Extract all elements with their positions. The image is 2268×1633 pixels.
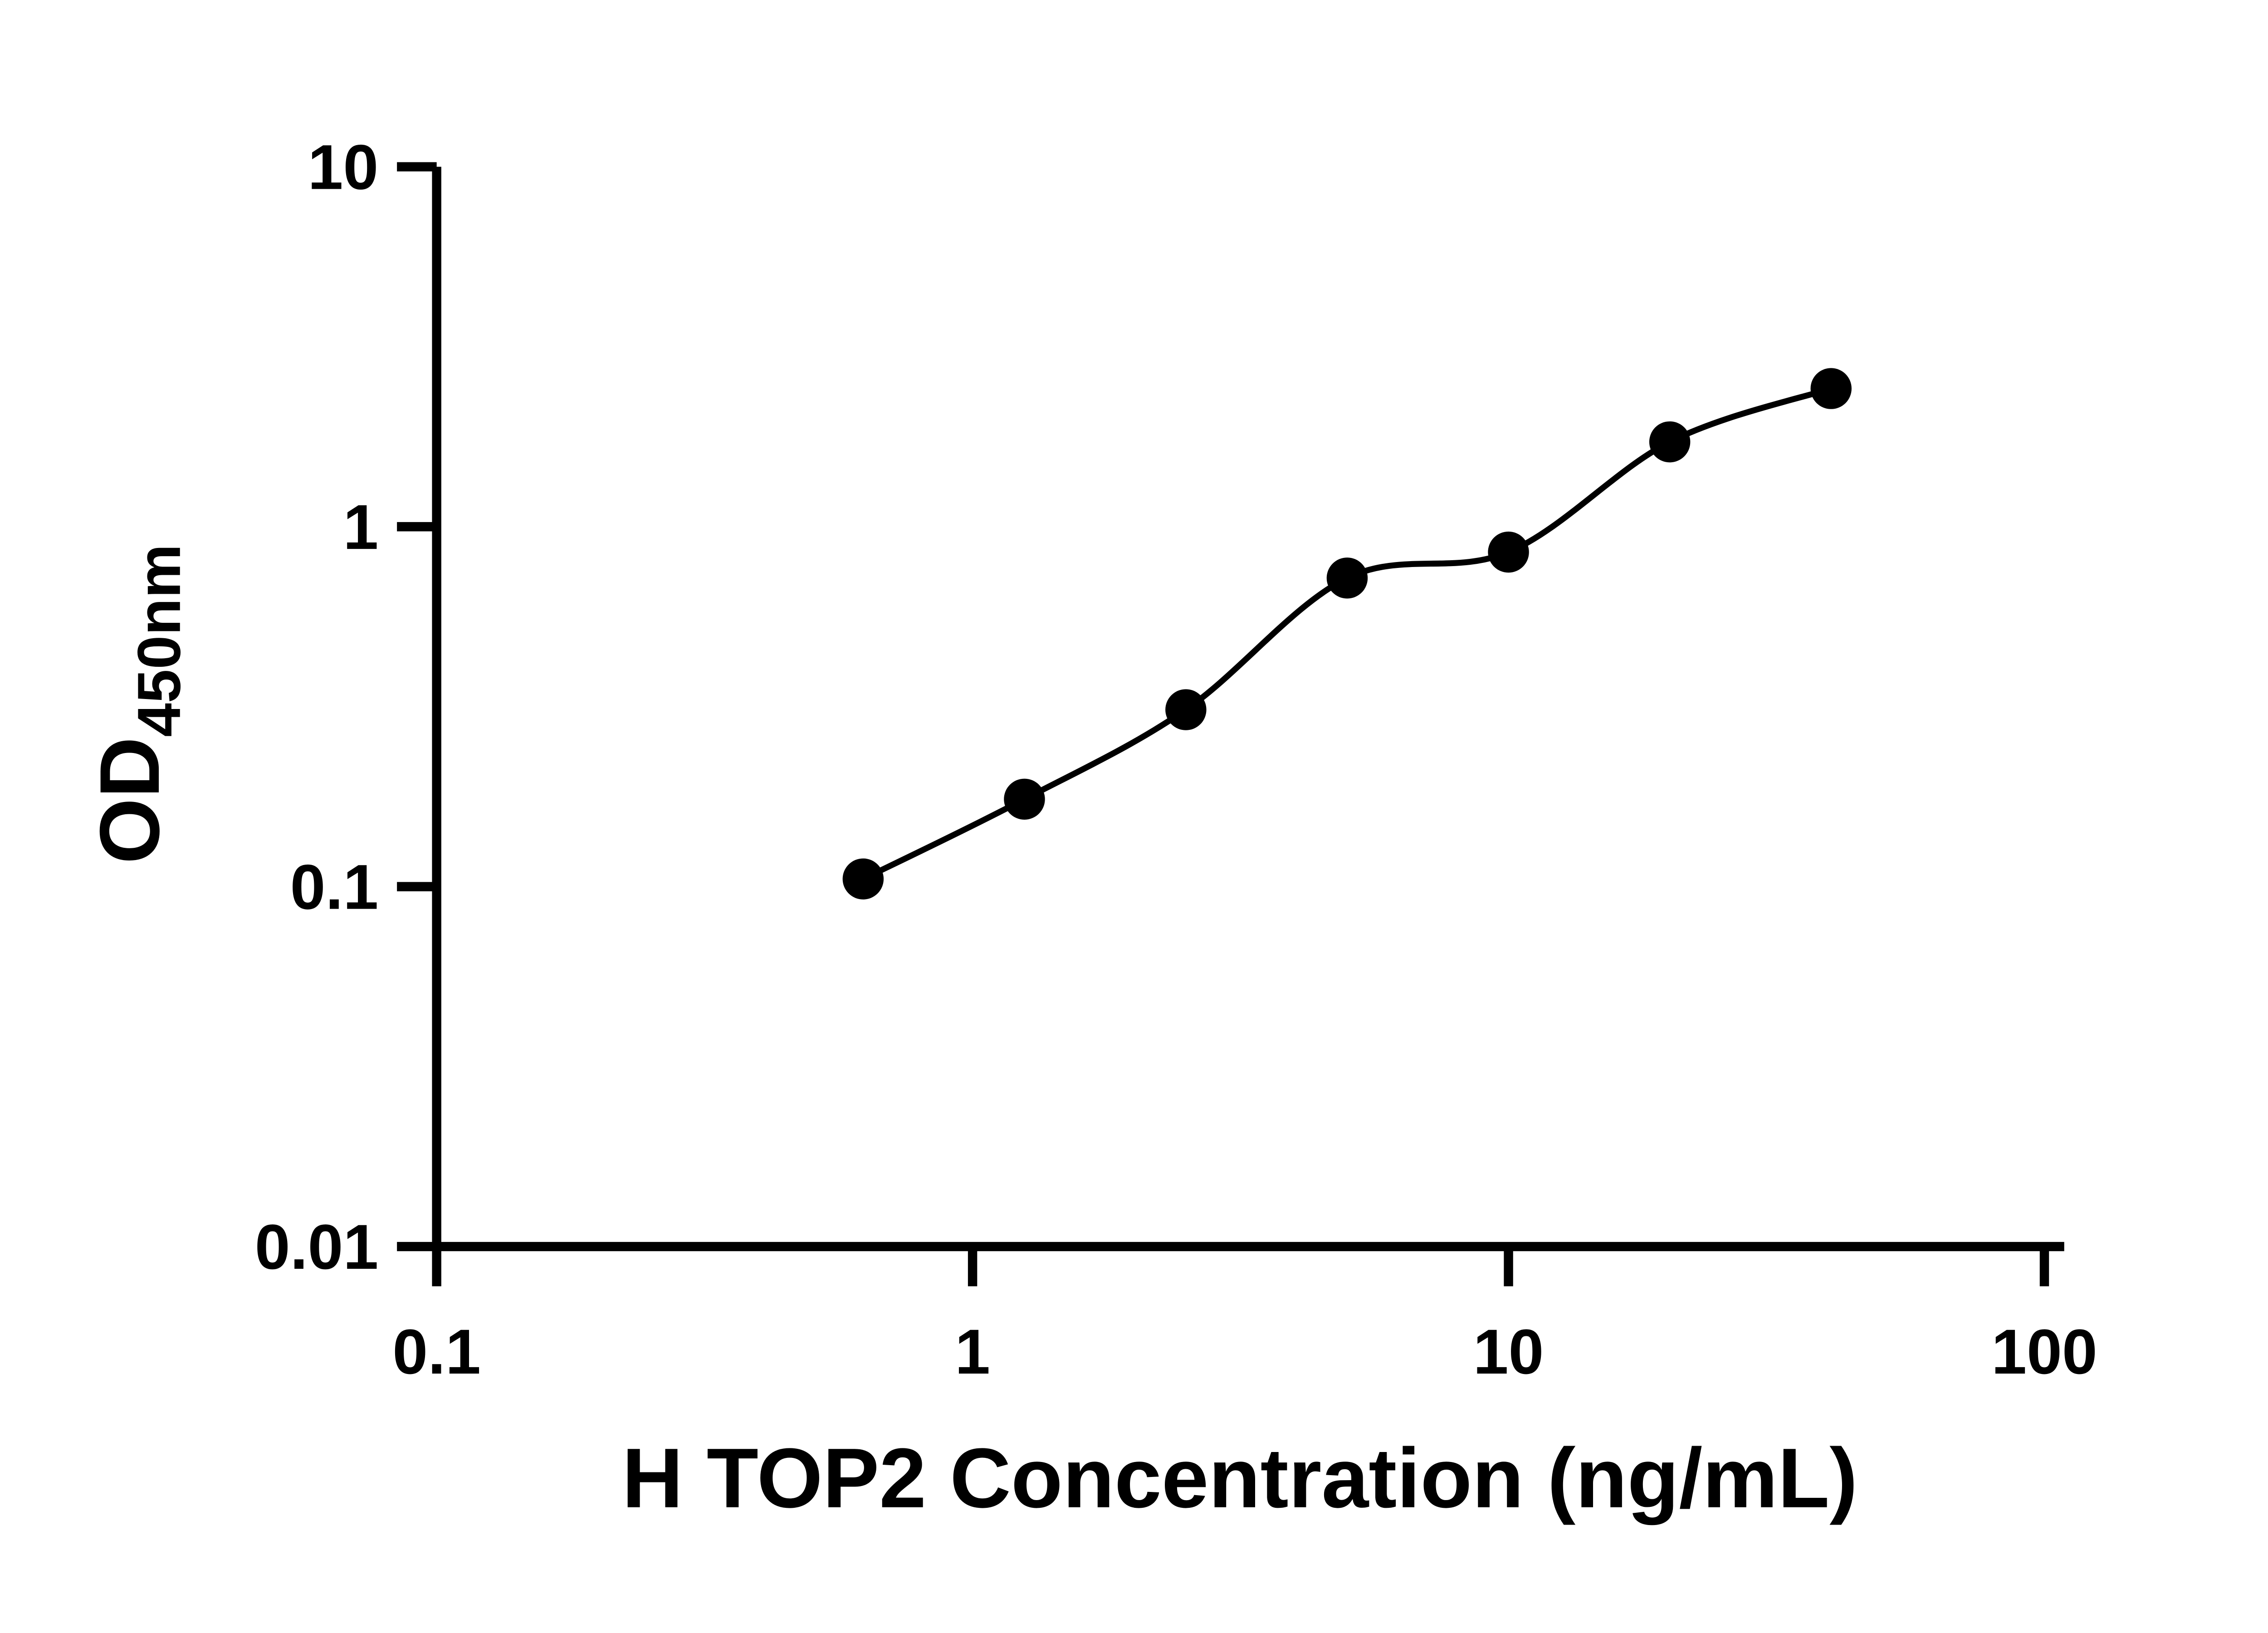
x-tick-label: 1 bbox=[955, 1316, 990, 1387]
x-axis-title: H TOP2 Concentration (ng/mL) bbox=[622, 1431, 1857, 1525]
data-point bbox=[1488, 531, 1529, 573]
y-axis-title: OD450nm bbox=[82, 544, 193, 864]
y-tick-label: 0.01 bbox=[255, 1211, 379, 1282]
data-point bbox=[842, 858, 884, 900]
y-axis-title-subscript: 450nm bbox=[126, 544, 193, 737]
y-axis-title-main: OD bbox=[82, 737, 177, 864]
y-tick-label: 1 bbox=[343, 491, 378, 562]
y-tick-label: 10 bbox=[308, 132, 379, 203]
x-tick-label: 100 bbox=[1991, 1316, 2097, 1387]
data-point bbox=[1165, 689, 1207, 730]
data-point bbox=[1326, 557, 1368, 599]
data-point bbox=[1810, 368, 1852, 409]
x-tick-label: 10 bbox=[1473, 1316, 1544, 1387]
y-tick-label: 0.1 bbox=[290, 851, 379, 923]
x-tick-label: 0.1 bbox=[392, 1316, 481, 1387]
data-point bbox=[1004, 778, 1045, 820]
data-point bbox=[1649, 421, 1691, 463]
data-points bbox=[842, 368, 1852, 900]
